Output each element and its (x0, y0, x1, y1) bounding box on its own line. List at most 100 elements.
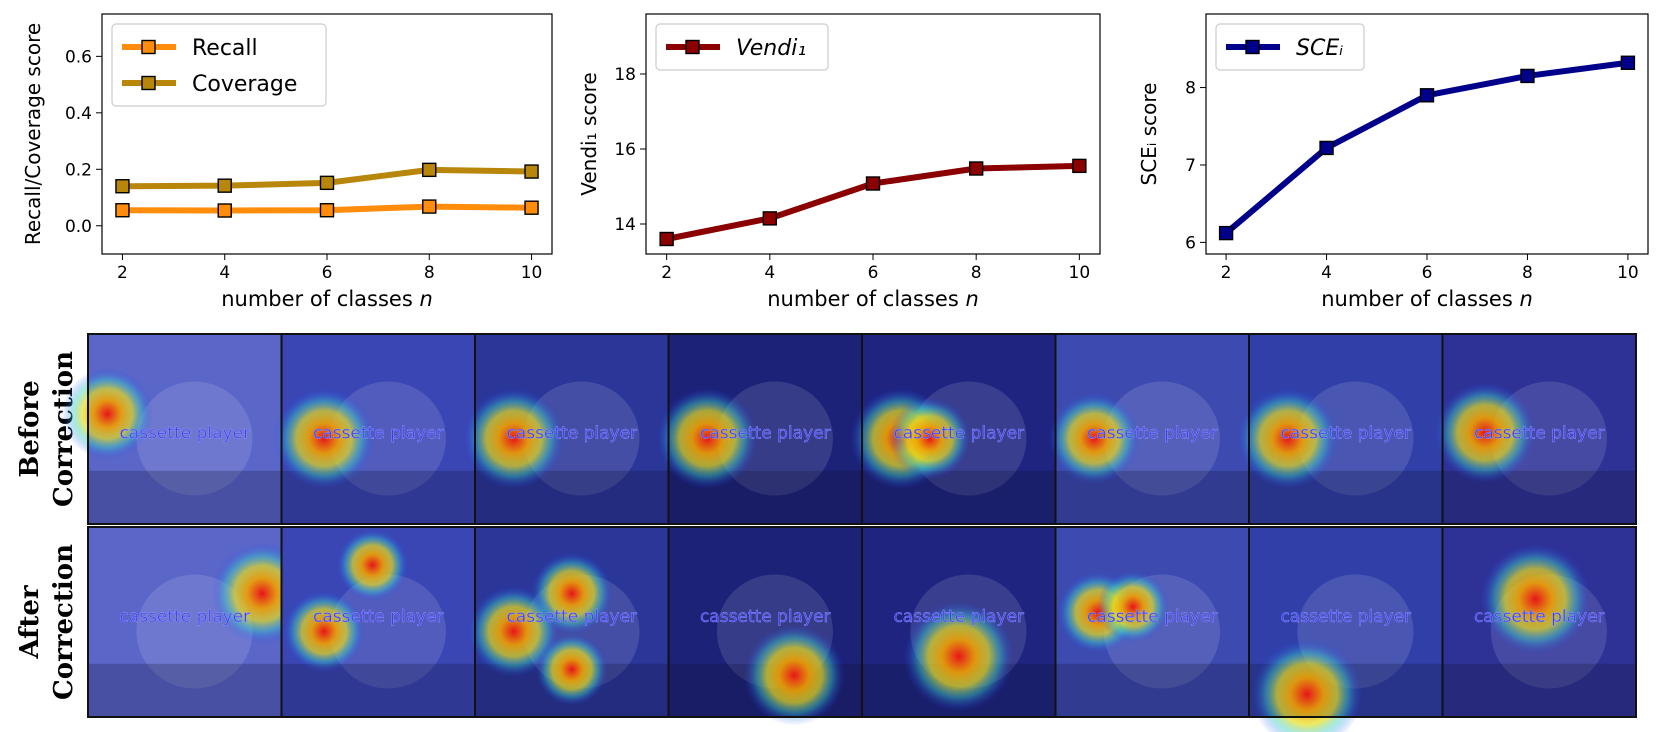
image-tile-golf-ball-before: cassette player (1434, 333, 1637, 525)
x-tick-label: 6 (322, 263, 333, 283)
x-tick-label: 2 (661, 263, 672, 283)
overlay-caption: cassette player (893, 607, 1024, 627)
legend-label: SCEᵢ (1296, 36, 1343, 61)
x-axis-label: number of classes n (767, 287, 979, 311)
overlay-caption: cassette player (893, 424, 1024, 444)
x-tick-label: 2 (1221, 263, 1232, 283)
heatmap-blob (463, 388, 565, 489)
legend-swatch-marker (1245, 39, 1260, 55)
heatmap-blob (336, 529, 409, 601)
subject-silhouette (329, 574, 446, 689)
heatmap-blob (1434, 382, 1536, 484)
x-tick-label: 10 (521, 263, 543, 283)
heatmap-blob (656, 388, 758, 489)
y-tick-label: 14 (614, 215, 636, 235)
legend-label: Coverage (192, 72, 297, 97)
ground-shade (1055, 663, 1249, 717)
data-point (865, 176, 881, 191)
legend-swatch-marker (141, 39, 156, 55)
legend-swatch-marker (141, 75, 156, 91)
row-label-line2: Correction (49, 544, 79, 700)
chart-2: 2 4 6 8 10 14 16 18 number of classes n Vendi₁ sc… (577, 13, 1101, 311)
x-tick-label: 6 (1422, 263, 1433, 283)
legend-label: Recall (192, 36, 258, 61)
tile-border (1441, 333, 1637, 525)
overlay-caption: cassette player (313, 607, 444, 627)
x-tick-label: 8 (424, 263, 435, 283)
image-tile-gas-pump-after: cassette player (1248, 526, 1444, 732)
data-point (968, 161, 984, 176)
data-point (217, 178, 232, 193)
data-point (1072, 158, 1087, 174)
data-point (115, 179, 130, 194)
x-tick-label: 8 (1522, 263, 1533, 283)
heatmap-blob (1048, 392, 1140, 485)
y-tick-label: 0.2 (65, 160, 92, 180)
y-tick-label: 6 (1185, 233, 1196, 253)
heatmap-blob (61, 368, 153, 460)
image-tile-gas-pump-before: cassette player (1237, 333, 1444, 525)
data-point (319, 175, 335, 191)
y-axis-label: SCEᵢ score (1137, 83, 1161, 186)
subject-silhouette (1103, 381, 1220, 496)
heatmap-blob (1096, 570, 1169, 643)
overlay-caption: cassette player (506, 607, 637, 627)
data-point (1218, 225, 1234, 241)
x-axis-label: number of classes n (1321, 287, 1533, 311)
x-tick-label: 10 (1069, 263, 1091, 283)
image-tile-church-after: cassette player (280, 526, 476, 718)
legend-swatch-marker (685, 39, 700, 55)
overlay-caption: cassette player (1087, 607, 1218, 627)
chart-3: 2 4 6 8 10 6 7 8 number of classes n SCEᵢ score SC… (1137, 13, 1649, 311)
x-tick-label: 6 (868, 263, 879, 283)
x-tick-label: 2 (117, 263, 128, 283)
overlay-caption: cassette player (700, 607, 831, 627)
heatmap-blob (283, 590, 365, 673)
overlay-caption: cassette player (506, 424, 637, 444)
row-label-line1: Before (15, 380, 45, 477)
chart-1: 2 4 6 8 10 0.0 0.2 0.4 0.6 number of classes n Rec… (21, 13, 553, 311)
data-point (1620, 55, 1636, 70)
overlay-caption: cassette player (1087, 424, 1218, 444)
x-axis-label: number of classes n (221, 287, 433, 311)
y-axis-label: Recall/Coverage score (21, 23, 45, 245)
data-point (1319, 140, 1334, 156)
image-tile-golf-ball-after: cassette player (1441, 526, 1637, 718)
x-tick-label: 10 (1617, 263, 1639, 283)
image-tile-dog-after: cassette player (468, 526, 670, 718)
row-label-line1: After (15, 585, 45, 659)
image-tile-french-horn-before: cassette player (850, 333, 1057, 525)
x-tick-label: 4 (764, 263, 775, 283)
y-axis-label: Vendi₁ score (577, 72, 601, 195)
overlay-caption: cassette player (1280, 607, 1411, 627)
data-point (524, 164, 539, 179)
data-point (319, 203, 335, 218)
tile-border (1441, 526, 1637, 718)
heatmap-blob (903, 601, 1014, 712)
data-point (524, 200, 539, 215)
ground-shade (281, 663, 475, 717)
y-tick-label: 18 (614, 65, 636, 85)
data-point (115, 203, 130, 218)
overlay-caption: cassette player (1474, 607, 1605, 627)
data-point (217, 203, 232, 218)
y-tick-label: 0.4 (65, 104, 92, 124)
overlay-caption: cassette player (1280, 424, 1411, 444)
heatmap-blob (273, 388, 375, 489)
ground-shade (88, 663, 282, 717)
image-tile-chainsaw-before: cassette player (61, 333, 283, 525)
x-tick-label: 4 (1321, 263, 1332, 283)
heatmap-blob (468, 585, 560, 678)
image-tile-man-with-fish-before: cassette player (656, 333, 863, 525)
legend-box (1215, 23, 1365, 71)
overlay-caption: cassette player (119, 424, 250, 444)
heatmap-blob (743, 624, 845, 726)
x-tick-label: 8 (971, 263, 982, 283)
image-tile-dog-before: cassette player (463, 333, 670, 525)
heatmap-blob (888, 397, 971, 480)
data-point (422, 199, 437, 214)
heatmap-blob (1237, 388, 1339, 489)
charts-panel: 2 4 6 8 10 0.0 0.2 0.4 0.6 number of classes n Rec… (21, 13, 1649, 311)
overlay-caption: cassette player (1474, 424, 1605, 444)
